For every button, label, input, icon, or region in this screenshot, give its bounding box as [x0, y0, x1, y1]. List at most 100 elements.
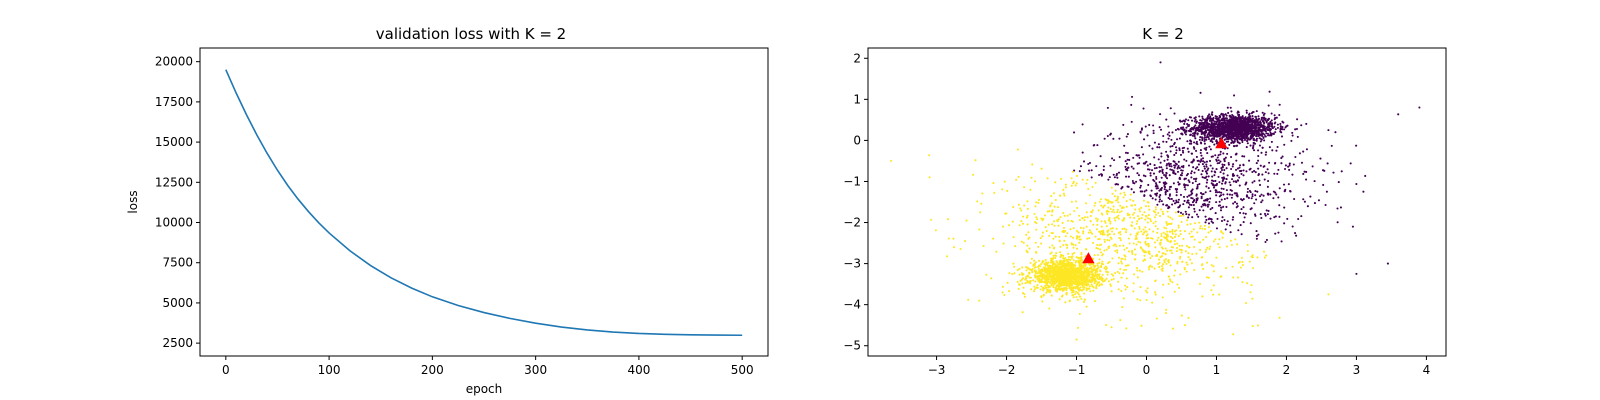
scatter-point — [1179, 255, 1182, 258]
scatter-point — [1164, 233, 1167, 236]
scatter-point — [1136, 233, 1139, 236]
scatter-point — [1157, 258, 1161, 261]
scatter-point — [1259, 137, 1262, 140]
scatter-point — [1313, 202, 1316, 205]
scatter-point — [1193, 171, 1196, 174]
scatter-point — [1187, 179, 1190, 182]
scatter-point — [1116, 208, 1119, 211]
scatter-point — [1095, 247, 1098, 250]
scatter-point — [1096, 267, 1099, 270]
scatter-point — [992, 237, 995, 240]
scatter-point — [1230, 123, 1233, 126]
scatter-point — [1072, 286, 1075, 289]
scatter-point — [1062, 192, 1065, 195]
scatter-point — [1268, 90, 1271, 93]
scatter-point — [1190, 235, 1193, 238]
scatter-point — [1021, 277, 1025, 280]
scatter-point — [1050, 195, 1053, 198]
scatter-point — [1143, 258, 1146, 261]
scatter-point — [1103, 233, 1106, 236]
scatter-point — [1215, 201, 1218, 204]
scatter-point — [1206, 122, 1209, 125]
scatter-point — [1325, 190, 1328, 193]
scatter-point — [1110, 210, 1114, 213]
scatter-point — [1110, 237, 1113, 240]
scatter-point — [1195, 155, 1198, 158]
scatter-point — [1095, 165, 1098, 168]
scatter-point — [1206, 203, 1209, 206]
scatter-point — [1229, 224, 1232, 227]
scatter-point — [1139, 184, 1142, 187]
scatter-point — [1105, 225, 1108, 228]
scatter-point — [1102, 165, 1105, 168]
scatter-point — [1263, 178, 1266, 181]
scatter-point — [1215, 115, 1218, 118]
scatter-point — [1046, 284, 1049, 287]
scatter-point — [1275, 116, 1278, 119]
scatter-point — [1198, 125, 1201, 128]
scatter-point — [1257, 167, 1260, 170]
scatter-point — [1237, 113, 1240, 116]
scatter-point — [1018, 284, 1021, 287]
scatter-point — [1132, 156, 1135, 159]
scatter-point — [1098, 275, 1101, 278]
scatter-point — [1255, 230, 1258, 233]
scatter-point — [1186, 199, 1189, 202]
scatter-point — [1302, 150, 1305, 153]
scatter-point — [1266, 128, 1269, 132]
scatter-point — [1191, 235, 1194, 238]
scatter-point — [1239, 121, 1242, 124]
scatter-point — [1061, 289, 1064, 292]
scatter-point — [1092, 257, 1095, 260]
scatter-point — [1267, 179, 1270, 183]
scatter-point — [976, 200, 979, 203]
scatter-point — [1164, 258, 1168, 261]
scatter-point — [1116, 211, 1119, 214]
scatter-point — [1140, 230, 1143, 233]
scatter-point — [1074, 280, 1077, 283]
scatter-point — [1210, 218, 1213, 221]
scatter-point — [1278, 103, 1281, 106]
scatter-point — [1184, 250, 1187, 253]
scatter-point — [1265, 209, 1268, 212]
scatter-point — [1181, 126, 1184, 129]
scatter-point — [1248, 260, 1251, 263]
scatter-point — [1230, 138, 1233, 141]
scatter-point — [1091, 280, 1094, 283]
scatter-point — [1165, 204, 1168, 207]
scatter-point — [1236, 117, 1239, 120]
scatter-point — [1091, 285, 1094, 288]
scatter-point — [1257, 174, 1260, 177]
scatter-point — [1154, 185, 1157, 188]
scatter-point — [1232, 202, 1235, 205]
scatter-point — [1146, 168, 1150, 171]
scatter-point — [1117, 288, 1120, 291]
scatter-point — [1190, 140, 1193, 143]
scatter-point — [1249, 222, 1252, 225]
scatter-point — [1212, 293, 1215, 296]
scatter-point — [1149, 163, 1152, 166]
scatter-point — [1066, 232, 1069, 235]
scatter-point — [1186, 184, 1189, 187]
scatter-point — [1215, 227, 1219, 230]
scatter-point — [1101, 278, 1104, 281]
scatter-point — [1169, 235, 1172, 238]
loss-plot-area — [225, 69, 743, 337]
scatter-point — [1218, 204, 1222, 207]
scatter-point — [1231, 193, 1234, 196]
scatter-point — [1266, 125, 1269, 128]
scatter-point — [1215, 256, 1218, 259]
scatter-point — [1068, 261, 1071, 264]
scatter-point — [1241, 281, 1244, 284]
scatter-point — [1152, 129, 1155, 132]
scatter-point — [1159, 194, 1162, 197]
scatter-point — [1208, 113, 1211, 116]
scatter-point — [1079, 270, 1082, 273]
scatter-point — [1114, 199, 1117, 202]
scatter-point — [1001, 225, 1004, 228]
scatter-point — [1158, 200, 1161, 203]
scatter-point — [1289, 190, 1292, 193]
scatter-point — [1211, 111, 1214, 114]
scatter-point — [1186, 172, 1189, 175]
loss-y-tick-label: 5000 — [162, 296, 193, 310]
